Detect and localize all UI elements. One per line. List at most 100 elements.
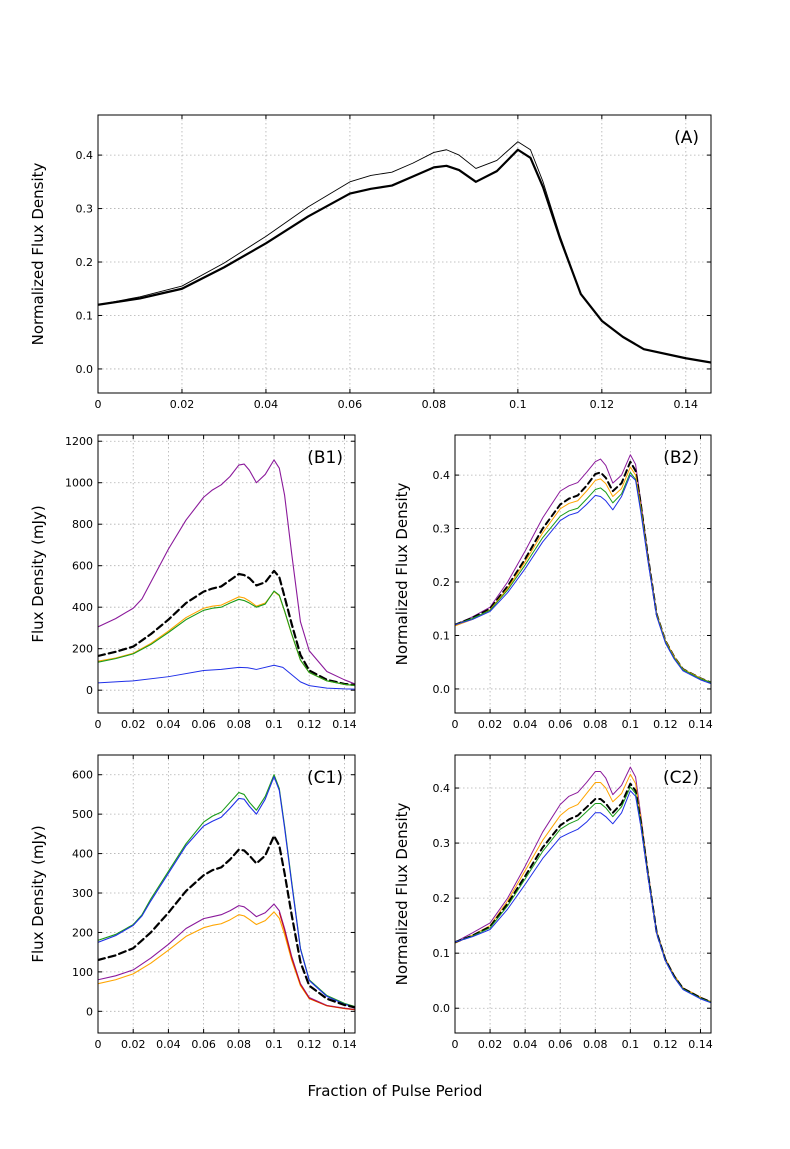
x-tick-label: 0.1	[622, 718, 640, 731]
panel-a: 0 0.02 0.04 0.06 0.08 0.1 0.12 0.14 0.0 0.1 0.2 0.3…	[29, 114, 712, 411]
y-tick-label: 500	[72, 808, 93, 821]
panel-label: (B2)	[663, 448, 699, 468]
y-axis-title: Flux Density (mJy)	[29, 505, 47, 642]
panel-c1: 0 0.02 0.04 0.06 0.08 0.1 0.12 0.14 0 100 200 300 40…	[29, 754, 357, 1051]
plot-frame	[97, 754, 356, 1034]
series-line-green	[455, 786, 711, 1003]
x-tick-label: 0.04	[254, 398, 279, 411]
x-tick-label: 0.12	[653, 718, 678, 731]
y-tick-label: 0.2	[433, 892, 451, 905]
x-tick-label: 0.04	[156, 718, 181, 731]
x-tick-label: 0.06	[191, 1038, 216, 1051]
x-tick-label: 0.14	[332, 1038, 357, 1051]
common-x-axis-title: Fraction of Pulse Period	[308, 1082, 483, 1100]
x-tick-label: 0.1	[265, 718, 283, 731]
series-line-black-dashed	[455, 782, 711, 1004]
panel-label: (C1)	[307, 768, 343, 788]
y-tick-label: 1200	[65, 435, 93, 448]
x-tick-label: 0.04	[156, 1038, 181, 1051]
panel-c2: 0 0.02 0.04 0.06 0.08 0.1 0.12 0.14 0.0 0.1 0.2 0.3…	[393, 754, 713, 1051]
panel-label: (B1)	[307, 448, 343, 468]
x-tick-label: 0.14	[688, 1038, 713, 1051]
panel-b2: 0 0.02 0.04 0.06 0.08 0.1 0.12 0.14 0.0 0.1 0.2 0.3…	[393, 434, 713, 731]
series-line-blue	[98, 664, 355, 690]
x-tick-label: 0.1	[622, 1038, 640, 1051]
x-tick-label: 0.08	[422, 398, 447, 411]
x-tick-label: 0.14	[688, 718, 713, 731]
series-line-blue	[98, 776, 355, 1008]
x-tick-label: 0.12	[653, 1038, 678, 1051]
x-tick-label: 0	[95, 718, 102, 731]
x-tick-label: 0.02	[478, 718, 503, 731]
x-tick-label: 0.08	[227, 1038, 252, 1051]
series-line-purple	[455, 766, 711, 1003]
plot-frame	[97, 434, 356, 714]
plot-frame	[454, 754, 712, 1034]
x-tick-label: 0.1	[265, 1038, 283, 1051]
y-tick-label: 0.4	[76, 149, 94, 162]
series-line-orange	[98, 591, 355, 687]
y-tick-label: 800	[72, 518, 93, 531]
x-tick-label: 0.08	[227, 718, 252, 731]
y-tick-label: 0.1	[76, 309, 94, 322]
x-tick-label: 0.06	[548, 1038, 573, 1051]
x-tick-label: 0.08	[583, 1038, 608, 1051]
series-line-orange	[98, 911, 355, 1011]
y-tick-label: 0.0	[76, 363, 94, 376]
series-line-thin	[98, 141, 711, 363]
x-tick-label: 0.12	[297, 718, 322, 731]
y-axis-title: Normalized Flux Density	[393, 802, 411, 985]
x-tick-label: 0	[452, 718, 459, 731]
x-tick-label: 0	[95, 398, 102, 411]
y-tick-label: 400	[72, 601, 93, 614]
y-tick-label: 0	[86, 684, 93, 697]
y-tick-label: 0.0	[433, 683, 451, 696]
series-line-thick	[98, 148, 711, 364]
series-line-black-dashed	[98, 569, 355, 687]
x-tick-label: 0.1	[509, 398, 527, 411]
y-tick-label: 1000	[65, 477, 93, 490]
x-tick-label: 0.14	[332, 718, 357, 731]
x-tick-label: 0	[95, 1038, 102, 1051]
series-line-black-dashed	[98, 834, 355, 1009]
y-tick-label: 300	[72, 887, 93, 900]
series-line-green	[455, 471, 711, 684]
y-tick-label: 0.3	[433, 523, 451, 536]
plot-frame	[454, 434, 712, 714]
y-tick-label: 0	[86, 1005, 93, 1018]
y-tick-label: 0.4	[433, 782, 451, 795]
x-tick-label: 0.06	[548, 718, 573, 731]
x-tick-label: 0.06	[191, 718, 216, 731]
y-tick-label: 600	[72, 769, 93, 782]
y-tick-label: 600	[72, 560, 93, 573]
x-tick-label: 0.12	[590, 398, 615, 411]
panel-label: (C2)	[663, 768, 699, 788]
x-tick-label: 0.02	[170, 398, 195, 411]
series-line-blue	[455, 790, 711, 1004]
series-line-purple	[98, 903, 355, 1010]
x-tick-label: 0.04	[513, 1038, 538, 1051]
y-axis-title: Flux Density (mJy)	[29, 825, 47, 962]
y-tick-label: 0.3	[433, 837, 451, 850]
y-tick-label: 0.1	[433, 947, 451, 960]
series-line-black-dashed	[455, 460, 711, 684]
x-tick-label: 0.12	[297, 1038, 322, 1051]
y-tick-label: 200	[72, 643, 93, 656]
panel-b1: 0 0.02 0.04 0.06 0.08 0.1 0.12 0.14 0 200 400 600 80…	[29, 434, 357, 731]
y-tick-label: 0.3	[76, 203, 94, 216]
x-tick-label: 0.02	[121, 1038, 146, 1051]
series-line-green	[98, 590, 355, 687]
x-tick-label: 0	[452, 1038, 459, 1051]
y-tick-label: 0.4	[433, 469, 451, 482]
y-tick-label: 0.2	[433, 576, 451, 589]
series-line-orange	[455, 773, 711, 1003]
series-line-red	[278, 912, 355, 1011]
series-line-orange	[455, 466, 711, 684]
x-tick-label: 0.04	[513, 718, 538, 731]
y-tick-label: 0.2	[76, 256, 94, 269]
series-line-blue	[455, 474, 711, 685]
y-tick-label: 400	[72, 848, 93, 861]
x-tick-label: 0.14	[674, 398, 699, 411]
y-axis-title: Normalized Flux Density	[393, 482, 411, 665]
